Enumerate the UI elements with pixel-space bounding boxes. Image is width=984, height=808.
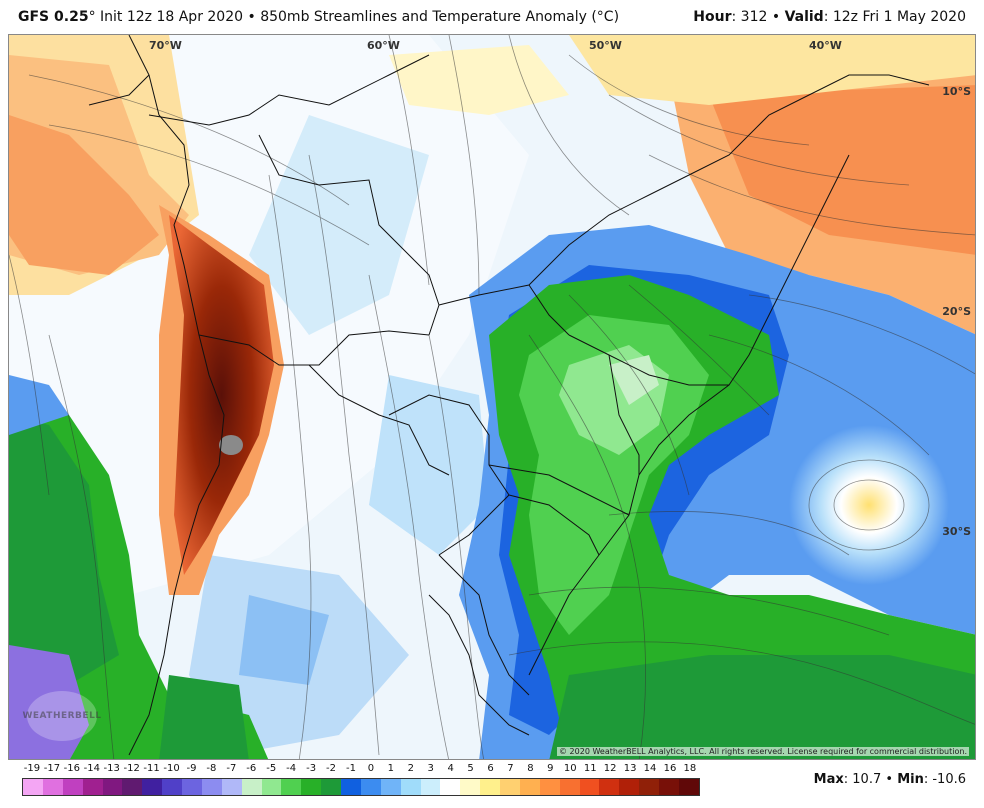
colorbar-label: -19 <box>23 763 41 774</box>
copyright-notice: © 2020 WeatherBELL Analytics, LLC. All r… <box>557 747 969 756</box>
map-graphic <box>9 35 975 759</box>
colorbar-swatch <box>380 779 401 795</box>
colorbar-swatch <box>539 779 560 795</box>
colorbar-label: 7 <box>507 763 514 774</box>
colorbar-swatch <box>23 779 43 795</box>
colorbar-swatch <box>221 779 242 795</box>
colorbar-swatch <box>122 779 143 795</box>
colorbar-label: -4 <box>286 763 297 774</box>
colorbar-swatch <box>460 779 481 795</box>
colorbar-swatch <box>599 779 620 795</box>
colorbar-swatch <box>400 779 421 795</box>
valid-time: : 12z Fri 1 May 2020 <box>823 9 966 25</box>
colorbar-swatch <box>162 779 182 795</box>
colorbar-swatch <box>341 779 361 795</box>
colorbar-swatch <box>619 779 640 795</box>
colorbar-swatch <box>201 779 222 795</box>
lat-label-20s: 20°S <box>942 305 971 318</box>
colorbar-swatch <box>360 779 381 795</box>
weatherbell-logo: WEATHERBELL <box>22 691 101 741</box>
colorbar-label: -16 <box>63 763 81 774</box>
colorbar-swatch <box>102 779 123 795</box>
lat-label-30s: 30°S <box>942 525 971 538</box>
weather-map: 70°W 60°W 50°W 40°W 10°S 20°S 30°S WEATH… <box>8 34 976 760</box>
colorbar-swatch <box>678 779 699 795</box>
colorbar-labels: -19 -17 -16 -14 -13 -12 -11 -10 -9 -8 -7 -6 -5 -4 -3 -2… <box>22 762 700 776</box>
colorbar-label: 12 <box>603 763 617 774</box>
lon-label-40w: 40°W <box>809 39 842 52</box>
colorbar-swatch <box>659 779 679 795</box>
colorbar-label: -11 <box>143 763 160 774</box>
max-min-stats: Max: 10.7 • Min: -10.6 <box>813 772 966 787</box>
colorbar-label: 10 <box>563 763 577 774</box>
colorbar-swatch <box>241 779 262 795</box>
title-right: Hour: 312 • Valid: 12z Fri 1 May 2020 <box>693 9 966 25</box>
colorbar-label: 8 <box>527 763 534 774</box>
colorbar-label: 14 <box>643 763 657 774</box>
colorbar-label: -14 <box>83 763 100 774</box>
colorbar-swatch <box>142 779 163 795</box>
colorbar-swatch <box>420 779 441 795</box>
colorbar-swatch <box>519 779 540 795</box>
colorbar-swatch <box>182 779 202 795</box>
colorbar-swatch <box>579 779 600 795</box>
colorbar-swatch <box>440 779 461 795</box>
colorbar-label: -7 <box>226 763 237 774</box>
colorbar-label: -17 <box>43 763 61 774</box>
colorbar-label: -12 <box>123 763 140 774</box>
product-name: 850mb Streamlines and Temperature Anomal… <box>260 9 620 25</box>
min-value: : -10.6 <box>923 772 966 787</box>
lon-label-70w: 70°W <box>149 39 182 52</box>
lat-label-10s: 10°S <box>942 85 971 98</box>
colorbar-label: -13 <box>103 763 120 774</box>
colorbar-label: -3 <box>306 763 317 774</box>
header: GFS 0.25° Init 12z 18 Apr 2020 • 850mb S… <box>0 0 984 34</box>
colorbar-label: 9 <box>547 763 554 774</box>
forecast-hour: : 312 <box>731 9 768 25</box>
title-left: GFS 0.25° Init 12z 18 Apr 2020 • 850mb S… <box>18 9 620 25</box>
colorbar-swatch <box>639 779 659 795</box>
colorbar-label: 5 <box>467 763 474 774</box>
colorbar-label: -1 <box>345 763 356 774</box>
colorbar-label: 1 <box>387 763 395 774</box>
lon-label-50w: 50°W <box>589 39 622 52</box>
colorbar-label: -9 <box>186 763 197 774</box>
colorbar-label: 16 <box>663 763 677 774</box>
colorbar-swatch <box>82 779 103 795</box>
colorbar-swatch <box>42 779 63 795</box>
init-time: Init 12z 18 Apr 2020 <box>100 9 244 25</box>
colorbar-swatch <box>62 779 83 795</box>
colorbar-swatches <box>22 778 700 796</box>
colorbar-swatch <box>281 779 302 795</box>
colorbar: -19 -17 -16 -14 -13 -12 -11 -10 -9 -8 -7 -6 -5 -4 -3 -2… <box>22 762 700 796</box>
colorbar-swatch <box>500 779 520 795</box>
colorbar-label: -5 <box>266 763 277 774</box>
colorbar-label: 2 <box>407 763 414 774</box>
colorbar-swatch <box>559 779 580 795</box>
colorbar-label: 18 <box>683 763 697 774</box>
colorbar-label: -2 <box>326 763 337 774</box>
colorbar-label: 4 <box>447 763 454 774</box>
colorbar-label: -6 <box>246 763 257 774</box>
colorbar-label: 11 <box>583 763 597 774</box>
model-name: GFS 0.25 <box>18 9 89 25</box>
colorbar-label: 3 <box>427 763 434 774</box>
lon-label-60w: 60°W <box>367 39 400 52</box>
colorbar-label: -10 <box>163 763 180 774</box>
colorbar-swatch <box>321 779 341 795</box>
colorbar-label: -8 <box>206 763 217 774</box>
colorbar-swatch <box>261 779 282 795</box>
colorbar-label: 0 <box>367 763 375 774</box>
colorbar-swatch <box>480 779 500 795</box>
colorbar-label: 13 <box>623 763 637 774</box>
colorbar-swatch <box>301 779 322 795</box>
max-value: : 10.7 <box>843 772 882 787</box>
colorbar-label: 6 <box>487 763 494 774</box>
